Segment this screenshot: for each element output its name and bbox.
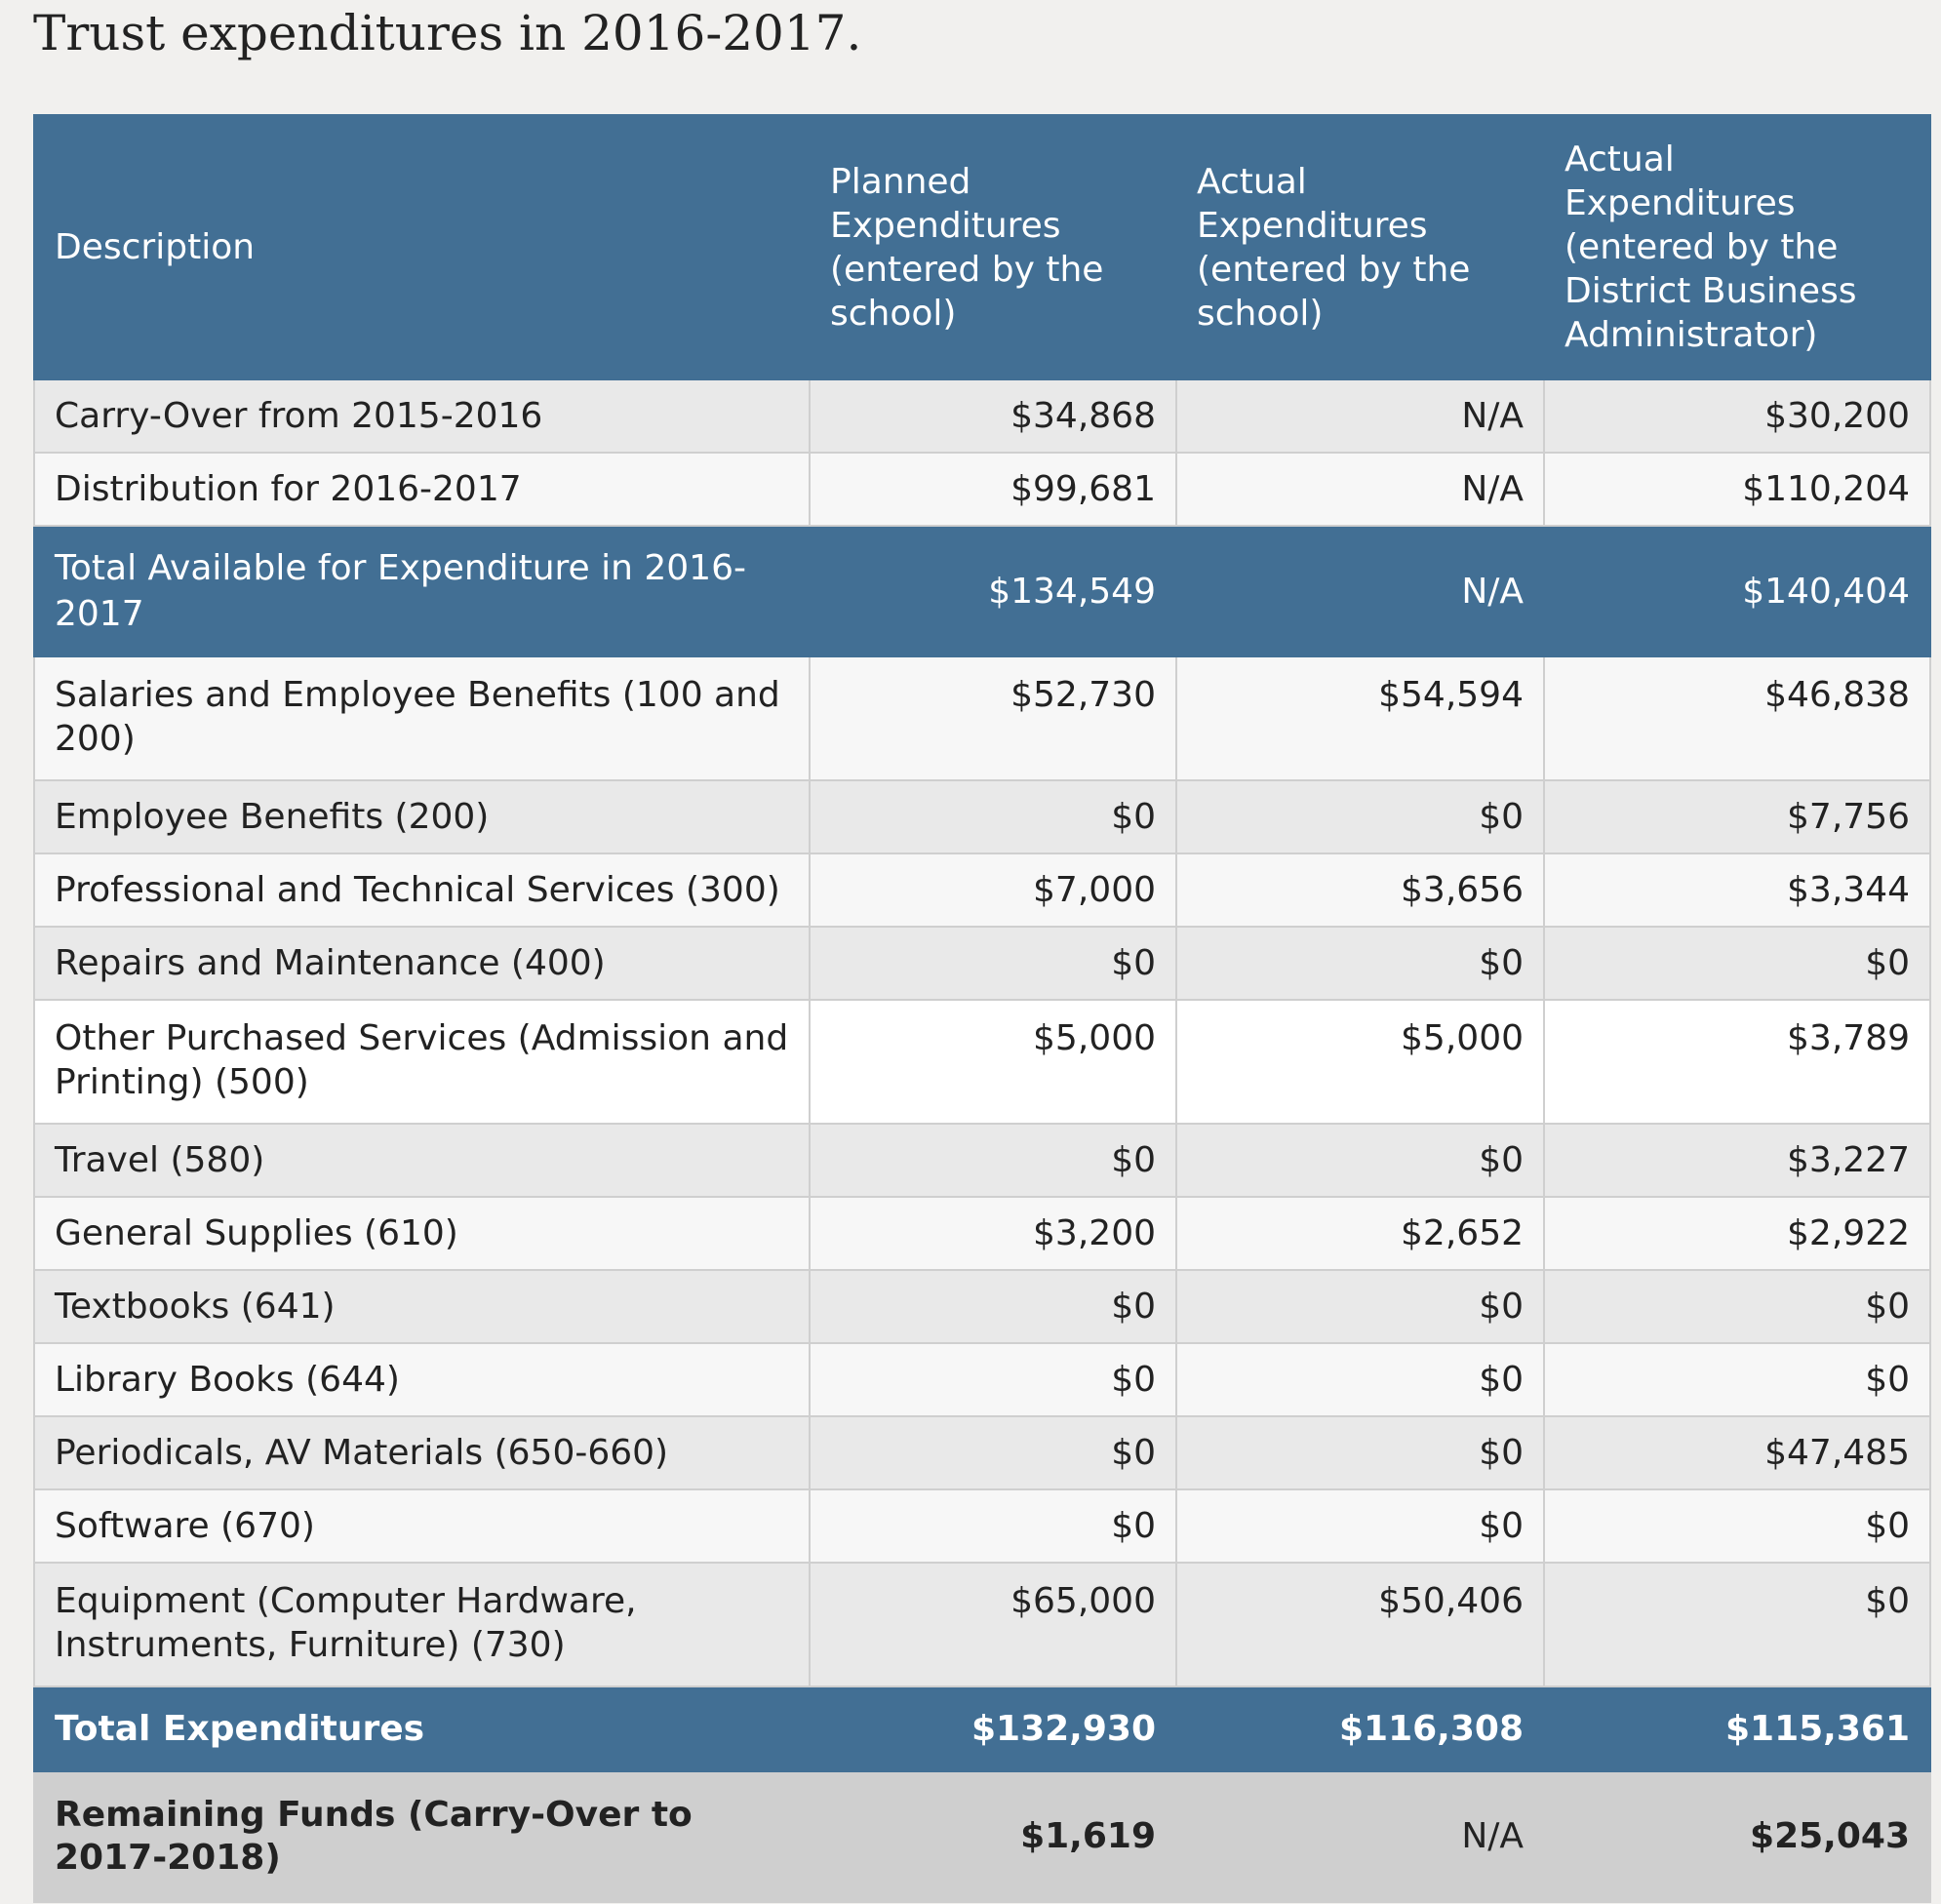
row-description: Periodicals, AV Materials (650-660) — [33, 1415, 811, 1490]
table-row: Repairs and Maintenance (400) $0 $0 $0 — [33, 926, 1931, 1001]
table-row: Textbooks (641) $0 $0 $0 — [33, 1269, 1931, 1344]
row-actual: $116,308 — [1175, 1686, 1545, 1772]
row-planned: $0 — [809, 1342, 1177, 1417]
row-description: Other Purchased Services (Admission and … — [33, 999, 811, 1125]
page-title: Trust expenditures in 2016-2017. — [33, 5, 862, 61]
row-description: Carry-Over from 2015-2016 — [33, 378, 811, 454]
row-district: $0 — [1543, 1269, 1931, 1344]
table-row: Carry-Over from 2015-2016 $34,868 N/A $3… — [33, 378, 1931, 454]
row-actual: N/A — [1175, 525, 1545, 657]
row-planned: $7,000 — [809, 853, 1177, 928]
row-actual: $0 — [1175, 1488, 1545, 1564]
row-actual: N/A — [1175, 1770, 1545, 1903]
total-available-row: Total Available for Expenditure in 2016-… — [33, 525, 1931, 657]
row-planned: $0 — [809, 1415, 1177, 1490]
header-actual-district: Actual Expenditures (entered by the Dist… — [1543, 114, 1931, 380]
row-planned: $99,681 — [809, 452, 1177, 527]
row-description: Employee Benefits (200) — [33, 779, 811, 854]
row-actual: $2,652 — [1175, 1196, 1545, 1271]
row-actual: $5,000 — [1175, 999, 1545, 1125]
row-district: $0 — [1543, 1562, 1931, 1687]
row-planned: $0 — [809, 1488, 1177, 1564]
remaining-funds-row: Remaining Funds (Carry-Over to 2017-2018… — [33, 1770, 1931, 1903]
row-actual: $0 — [1175, 779, 1545, 854]
row-description: Professional and Technical Services (300… — [33, 853, 811, 928]
table-row: Library Books (644) $0 $0 $0 — [33, 1342, 1931, 1417]
row-district: $0 — [1543, 1488, 1931, 1564]
row-planned: $65,000 — [809, 1562, 1177, 1687]
row-description: Remaining Funds (Carry-Over to 2017-2018… — [33, 1770, 811, 1903]
row-district: $140,404 — [1543, 525, 1931, 657]
row-district: $0 — [1543, 926, 1931, 1001]
table-row: Periodicals, AV Materials (650-660) $0 $… — [33, 1415, 1931, 1490]
row-district: $30,200 — [1543, 378, 1931, 454]
row-actual: $0 — [1175, 1415, 1545, 1490]
row-district: $3,789 — [1543, 999, 1931, 1125]
row-district: $110,204 — [1543, 452, 1931, 527]
row-district: $3,344 — [1543, 853, 1931, 928]
table-row: Professional and Technical Services (300… — [33, 853, 1931, 928]
table-row: Travel (580) $0 $0 $3,227 — [33, 1123, 1931, 1198]
row-planned: $3,200 — [809, 1196, 1177, 1271]
table-row: Distribution for 2016-2017 $99,681 N/A $… — [33, 452, 1931, 527]
row-district: $0 — [1543, 1342, 1931, 1417]
row-actual: $0 — [1175, 1342, 1545, 1417]
row-planned: $1,619 — [809, 1770, 1177, 1903]
row-district: $25,043 — [1543, 1770, 1931, 1903]
header-description: Description — [33, 114, 811, 380]
row-description: Travel (580) — [33, 1123, 811, 1198]
header-actual-school: Actual Expenditures (entered by the scho… — [1175, 114, 1545, 380]
row-planned: $0 — [809, 1123, 1177, 1198]
row-description: Salaries and Employee Benefits (100 and … — [33, 655, 811, 781]
row-actual: $50,406 — [1175, 1562, 1545, 1687]
row-district: $46,838 — [1543, 655, 1931, 781]
total-expenditures-row: Total Expenditures $132,930 $116,308 $11… — [33, 1686, 1931, 1772]
row-planned: $52,730 — [809, 655, 1177, 781]
row-planned: $5,000 — [809, 999, 1177, 1125]
row-actual: $0 — [1175, 926, 1545, 1001]
row-description: Total Expenditures — [33, 1686, 811, 1772]
row-description: Repairs and Maintenance (400) — [33, 926, 811, 1001]
row-district: $2,922 — [1543, 1196, 1931, 1271]
row-district: $3,227 — [1543, 1123, 1931, 1198]
row-planned: $34,868 — [809, 378, 1177, 454]
row-description: Distribution for 2016-2017 — [33, 452, 811, 527]
row-description: Total Available for Expenditure in 2016-… — [33, 525, 811, 657]
row-district: $7,756 — [1543, 779, 1931, 854]
table-row: Salaries and Employee Benefits (100 and … — [33, 655, 1931, 781]
row-actual: N/A — [1175, 378, 1545, 454]
table-row: Employee Benefits (200) $0 $0 $7,756 — [33, 779, 1931, 854]
row-planned: $0 — [809, 926, 1177, 1001]
table-row: Software (670) $0 $0 $0 — [33, 1488, 1931, 1564]
row-actual: $54,594 — [1175, 655, 1545, 781]
row-actual: $0 — [1175, 1123, 1545, 1198]
row-description: Textbooks (641) — [33, 1269, 811, 1344]
row-actual: $0 — [1175, 1269, 1545, 1344]
header-planned: Planned Expenditures (entered by the sch… — [809, 114, 1177, 380]
row-actual: $3,656 — [1175, 853, 1545, 928]
row-description: Library Books (644) — [33, 1342, 811, 1417]
row-description: Equipment (Computer Hardware, Instrument… — [33, 1562, 811, 1687]
table-row: Equipment (Computer Hardware, Instrument… — [33, 1562, 1931, 1687]
row-planned: $0 — [809, 1269, 1177, 1344]
row-description: Software (670) — [33, 1488, 811, 1564]
header-row: Description Planned Expenditures (entere… — [33, 114, 1931, 380]
row-planned: $134,549 — [809, 525, 1177, 657]
row-planned: $0 — [809, 779, 1177, 854]
row-district: $47,485 — [1543, 1415, 1931, 1490]
table-row: Other Purchased Services (Admission and … — [33, 999, 1931, 1125]
expenditures-table: Description Planned Expenditures (entere… — [33, 114, 1931, 1903]
row-actual: N/A — [1175, 452, 1545, 527]
table-row: General Supplies (610) $3,200 $2,652 $2,… — [33, 1196, 1931, 1271]
row-description: General Supplies (610) — [33, 1196, 811, 1271]
row-district: $115,361 — [1543, 1686, 1931, 1772]
row-planned: $132,930 — [809, 1686, 1177, 1772]
